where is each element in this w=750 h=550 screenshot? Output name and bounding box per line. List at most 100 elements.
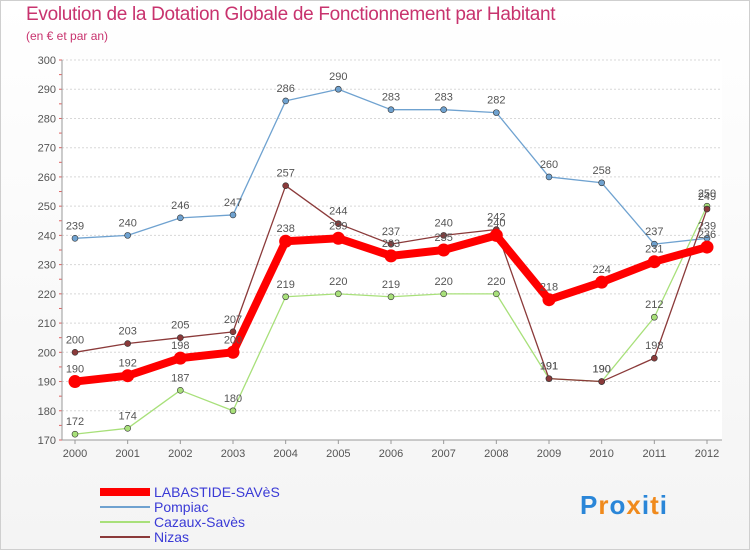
data-label: 235 xyxy=(434,232,452,244)
x-tick-label: 2011 xyxy=(643,448,667,460)
data-label: 218 xyxy=(540,282,558,294)
x-tick-label: 2002 xyxy=(168,448,192,460)
data-label: 283 xyxy=(434,92,452,104)
legend-item: Cazaux-Savès xyxy=(100,514,320,530)
data-point xyxy=(545,375,553,382)
data-point xyxy=(335,290,342,298)
y-tick-label: 300 xyxy=(38,55,56,67)
data-label: 282 xyxy=(487,95,505,107)
data-label: 242 xyxy=(487,212,505,224)
data-point xyxy=(229,407,237,415)
data-point xyxy=(387,106,395,113)
data-label: 260 xyxy=(540,159,558,171)
y-tick-label: 230 xyxy=(38,260,56,272)
legend-item: LABASTIDE-SAVèS xyxy=(100,484,320,500)
data-point xyxy=(279,234,293,248)
data-point xyxy=(651,354,658,362)
y-tick-label: 260 xyxy=(38,172,56,184)
x-tick-label: 2009 xyxy=(537,448,561,460)
x-tick-label: 2003 xyxy=(221,448,245,460)
chart-subtitle: (en € et par an) xyxy=(26,29,109,43)
data-label: 220 xyxy=(487,276,505,288)
data-label: 220 xyxy=(434,276,452,288)
x-tick-label: 2008 xyxy=(484,448,508,460)
data-point xyxy=(493,290,500,298)
data-point xyxy=(335,220,342,227)
data-label: 190 xyxy=(592,364,610,376)
x-tick-label: 2006 xyxy=(379,448,403,460)
y-tick-label: 280 xyxy=(38,113,56,125)
y-tick-label: 220 xyxy=(38,289,56,301)
data-label: 239 xyxy=(329,220,347,232)
data-label: 180 xyxy=(224,393,242,405)
data-point xyxy=(124,232,131,239)
data-point xyxy=(703,205,711,213)
data-label: 191 xyxy=(540,361,558,373)
logo-letter: t xyxy=(650,490,660,520)
y-tick-label: 190 xyxy=(38,377,56,389)
data-point xyxy=(331,231,345,245)
data-point xyxy=(71,430,79,438)
data-point xyxy=(124,425,131,432)
data-label: 286 xyxy=(276,83,294,95)
data-point xyxy=(282,97,289,105)
data-label: 237 xyxy=(382,226,400,238)
data-label: 172 xyxy=(66,416,84,428)
y-tick-label: 180 xyxy=(38,406,56,418)
data-label: 205 xyxy=(171,320,189,332)
logo-letter: r xyxy=(598,490,610,520)
legend-swatch xyxy=(100,488,150,496)
x-tick-label: 2001 xyxy=(115,448,139,460)
data-point xyxy=(542,293,556,307)
data-label: 240 xyxy=(487,217,505,229)
data-point xyxy=(282,182,289,189)
logo-letter: x xyxy=(626,490,642,520)
data-point xyxy=(598,378,605,385)
x-tick-label: 2005 xyxy=(326,448,350,460)
data-point xyxy=(440,106,447,113)
data-point xyxy=(282,293,289,301)
data-label: 257 xyxy=(276,168,294,180)
y-tick-label: 290 xyxy=(38,84,56,96)
x-tick-label: 2007 xyxy=(431,448,455,460)
y-tick-label: 200 xyxy=(38,347,56,359)
data-label: 207 xyxy=(224,314,242,326)
legend-label: LABASTIDE-SAVèS xyxy=(154,484,280,500)
logo-letter: i xyxy=(659,490,668,520)
legend-item: Pompiac xyxy=(100,499,320,515)
data-point xyxy=(440,232,447,239)
data-label: 247 xyxy=(224,197,242,209)
legend-swatch xyxy=(100,506,150,508)
y-tick-label: 270 xyxy=(38,143,56,155)
legend-item: Nizas xyxy=(100,529,320,545)
data-label: 190 xyxy=(592,364,610,376)
data-label: 239 xyxy=(66,220,84,232)
data-point xyxy=(71,349,79,356)
logo-letter: i xyxy=(641,490,651,520)
data-point xyxy=(387,293,395,301)
legend-swatch xyxy=(100,536,150,538)
y-tick-label: 170 xyxy=(38,435,56,447)
data-label: 191 xyxy=(540,361,558,373)
data-point xyxy=(335,85,342,93)
data-label: 231 xyxy=(645,244,663,256)
data-point xyxy=(651,240,658,248)
proxiti-logo: Proxiti xyxy=(580,490,668,521)
data-point xyxy=(647,255,661,269)
legend-label: Nizas xyxy=(154,529,190,545)
data-label: 212 xyxy=(645,299,663,311)
data-point xyxy=(177,387,184,394)
x-tick-label: 2012 xyxy=(695,448,719,460)
data-label: 192 xyxy=(118,358,136,370)
data-point xyxy=(71,235,79,242)
data-label: 240 xyxy=(434,217,452,229)
data-label: 187 xyxy=(171,372,189,384)
data-label: 200 xyxy=(224,334,242,346)
data-label: 250 xyxy=(698,188,716,200)
data-point xyxy=(384,249,398,263)
data-point xyxy=(68,375,82,389)
data-label: 238 xyxy=(276,223,294,235)
data-label: 240 xyxy=(118,217,136,229)
data-point xyxy=(229,211,237,219)
